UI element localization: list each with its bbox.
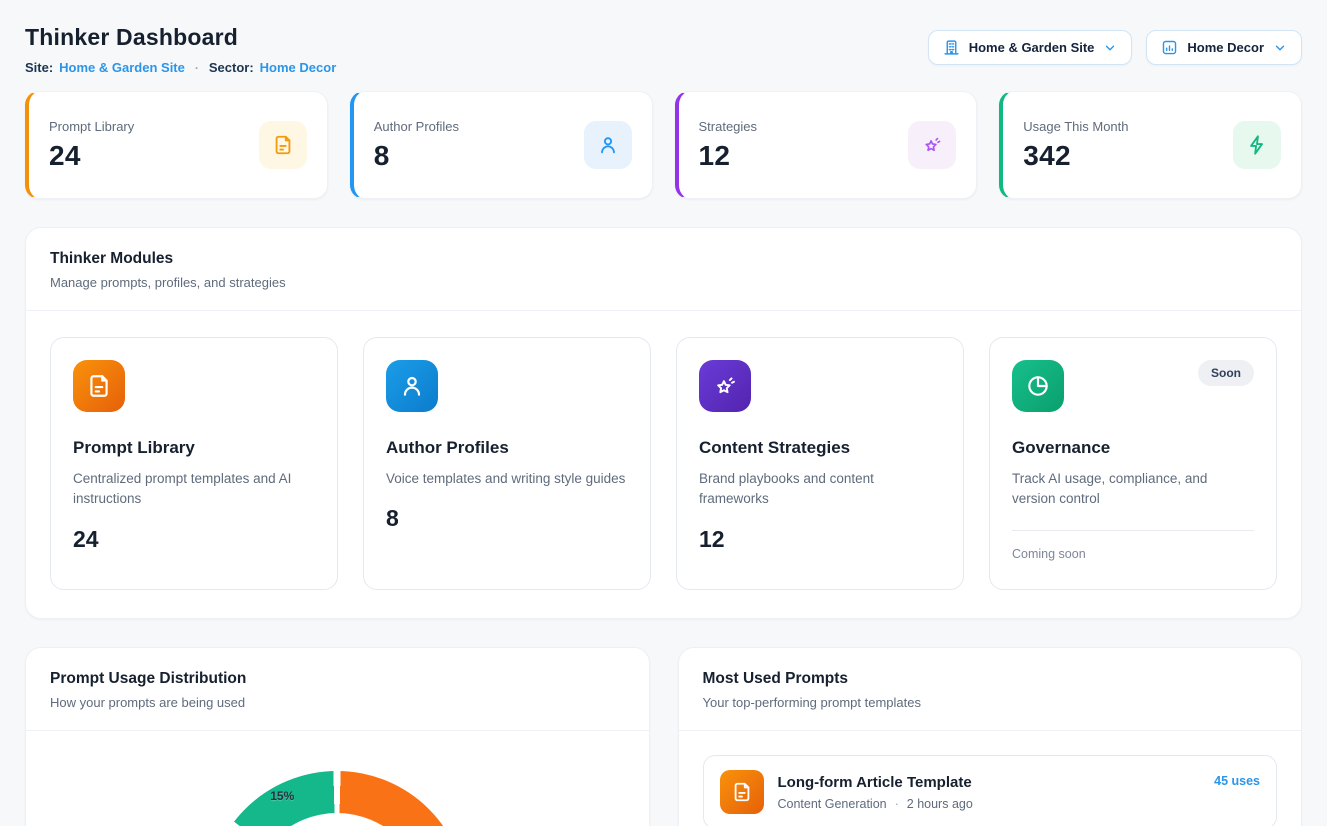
stat-label: Usage This Month (1023, 119, 1128, 134)
chevron-down-icon (1273, 41, 1287, 55)
site-label: Site: (25, 60, 53, 75)
page-header: Thinker Dashboard Site: Home & Garden Si… (25, 24, 1302, 75)
module-title: Prompt Library (73, 438, 315, 458)
pie-chart-icon (1012, 360, 1064, 412)
building-icon (943, 39, 960, 56)
breadcrumb: Site: Home & Garden Site · Sector: Home … (25, 60, 336, 75)
usage-title: Prompt Usage Distribution (50, 670, 625, 688)
page-title: Thinker Dashboard (25, 24, 336, 51)
most-used-prompts-card: Most Used Prompts Your top-performing pr… (678, 647, 1303, 826)
stat-value: 24 (49, 140, 134, 172)
sparkle-star-icon (908, 121, 956, 169)
document-icon (259, 121, 307, 169)
user-icon (584, 121, 632, 169)
prompt-category: Content Generation (778, 797, 887, 811)
most-used-header: Most Used Prompts Your top-performing pr… (679, 648, 1302, 731)
module-author-profiles[interactable]: Author Profiles Voice templates and writ… (363, 337, 651, 590)
most-used-subtitle: Your top-performing prompt templates (703, 695, 1278, 710)
module-governance: Soon Governance Track AI usage, complian… (989, 337, 1277, 590)
stats-row: Prompt Library 24 Author Profiles 8 Stra… (25, 91, 1302, 199)
bar-chart-icon (1161, 39, 1178, 56)
module-count: 12 (699, 526, 941, 553)
breadcrumb-separator: · (191, 61, 203, 75)
prompt-list: Long-form Article Template Content Gener… (679, 731, 1302, 826)
stat-label: Author Profiles (374, 119, 459, 134)
usage-header: Prompt Usage Distribution How your promp… (26, 648, 649, 731)
meta-separator: · (895, 797, 899, 811)
modules-header: Thinker Modules Manage prompts, profiles… (26, 228, 1301, 311)
donut-segment-label: 15% (270, 789, 294, 803)
stat-value: 8 (374, 140, 459, 172)
prompt-uses-count: 45 uses (1214, 774, 1260, 788)
sector-dropdown-label: Home Decor (1187, 40, 1264, 55)
sector-label: Sector: (209, 60, 254, 75)
sparkle-star-icon (699, 360, 751, 412)
stat-card-prompt-library: Prompt Library 24 (25, 91, 328, 199)
module-count: 8 (386, 505, 628, 532)
header-titles: Thinker Dashboard Site: Home & Garden Si… (25, 24, 336, 75)
document-icon (73, 360, 125, 412)
module-description: Track AI usage, compliance, and version … (1012, 469, 1254, 510)
stat-label: Prompt Library (49, 119, 134, 134)
module-description: Voice templates and writing style guides (386, 469, 628, 489)
chevron-down-icon (1103, 41, 1117, 55)
dashboard-page: Thinker Dashboard Site: Home & Garden Si… (0, 0, 1327, 826)
coming-soon-text: Coming soon (1012, 547, 1254, 561)
usage-subtitle: How your prompts are being used (50, 695, 625, 710)
bottom-row: Prompt Usage Distribution How your promp… (25, 619, 1302, 826)
donut-hole (249, 813, 425, 826)
module-description: Centralized prompt templates and AI inst… (73, 469, 315, 510)
stat-label: Strategies (699, 119, 758, 134)
prompt-title: Long-form Article Template (778, 774, 1201, 791)
module-title: Author Profiles (386, 438, 628, 458)
prompt-list-item[interactable]: Long-form Article Template Content Gener… (703, 755, 1278, 826)
site-dropdown-label: Home & Garden Site (969, 40, 1095, 55)
site-dropdown[interactable]: Home & Garden Site (928, 30, 1133, 65)
module-title: Content Strategies (699, 438, 941, 458)
modules-grid: Prompt Library Centralized prompt templa… (26, 311, 1301, 618)
stat-value: 12 (699, 140, 758, 172)
sector-link[interactable]: Home Decor (260, 60, 337, 75)
document-icon (720, 770, 764, 814)
header-actions: Home & Garden Site Home Decor (928, 30, 1302, 65)
module-divider (1012, 530, 1254, 531)
soon-badge: Soon (1198, 360, 1254, 386)
most-used-title: Most Used Prompts (703, 670, 1278, 688)
prompt-meta: Content Generation · 2 hours ago (778, 797, 1201, 811)
stat-card-strategies: Strategies 12 (675, 91, 978, 199)
usage-distribution-card: Prompt Usage Distribution How your promp… (25, 647, 650, 826)
donut-chart-area: 15% (26, 731, 649, 826)
module-title: Governance (1012, 438, 1254, 458)
site-link[interactable]: Home & Garden Site (59, 60, 185, 75)
donut-chart: 15% (207, 771, 467, 826)
modules-title: Thinker Modules (50, 250, 1277, 268)
module-count: 24 (73, 526, 315, 553)
modules-subtitle: Manage prompts, profiles, and strategies (50, 275, 1277, 290)
stat-card-author-profiles: Author Profiles 8 (350, 91, 653, 199)
module-prompt-library[interactable]: Prompt Library Centralized prompt templa… (50, 337, 338, 590)
user-icon (386, 360, 438, 412)
prompt-time: 2 hours ago (907, 797, 973, 811)
module-content-strategies[interactable]: Content Strategies Brand playbooks and c… (676, 337, 964, 590)
sector-dropdown[interactable]: Home Decor (1146, 30, 1302, 65)
stat-card-usage: Usage This Month 342 (999, 91, 1302, 199)
lightning-icon (1233, 121, 1281, 169)
modules-card: Thinker Modules Manage prompts, profiles… (25, 227, 1302, 619)
stat-value: 342 (1023, 140, 1128, 172)
module-description: Brand playbooks and content frameworks (699, 469, 941, 510)
